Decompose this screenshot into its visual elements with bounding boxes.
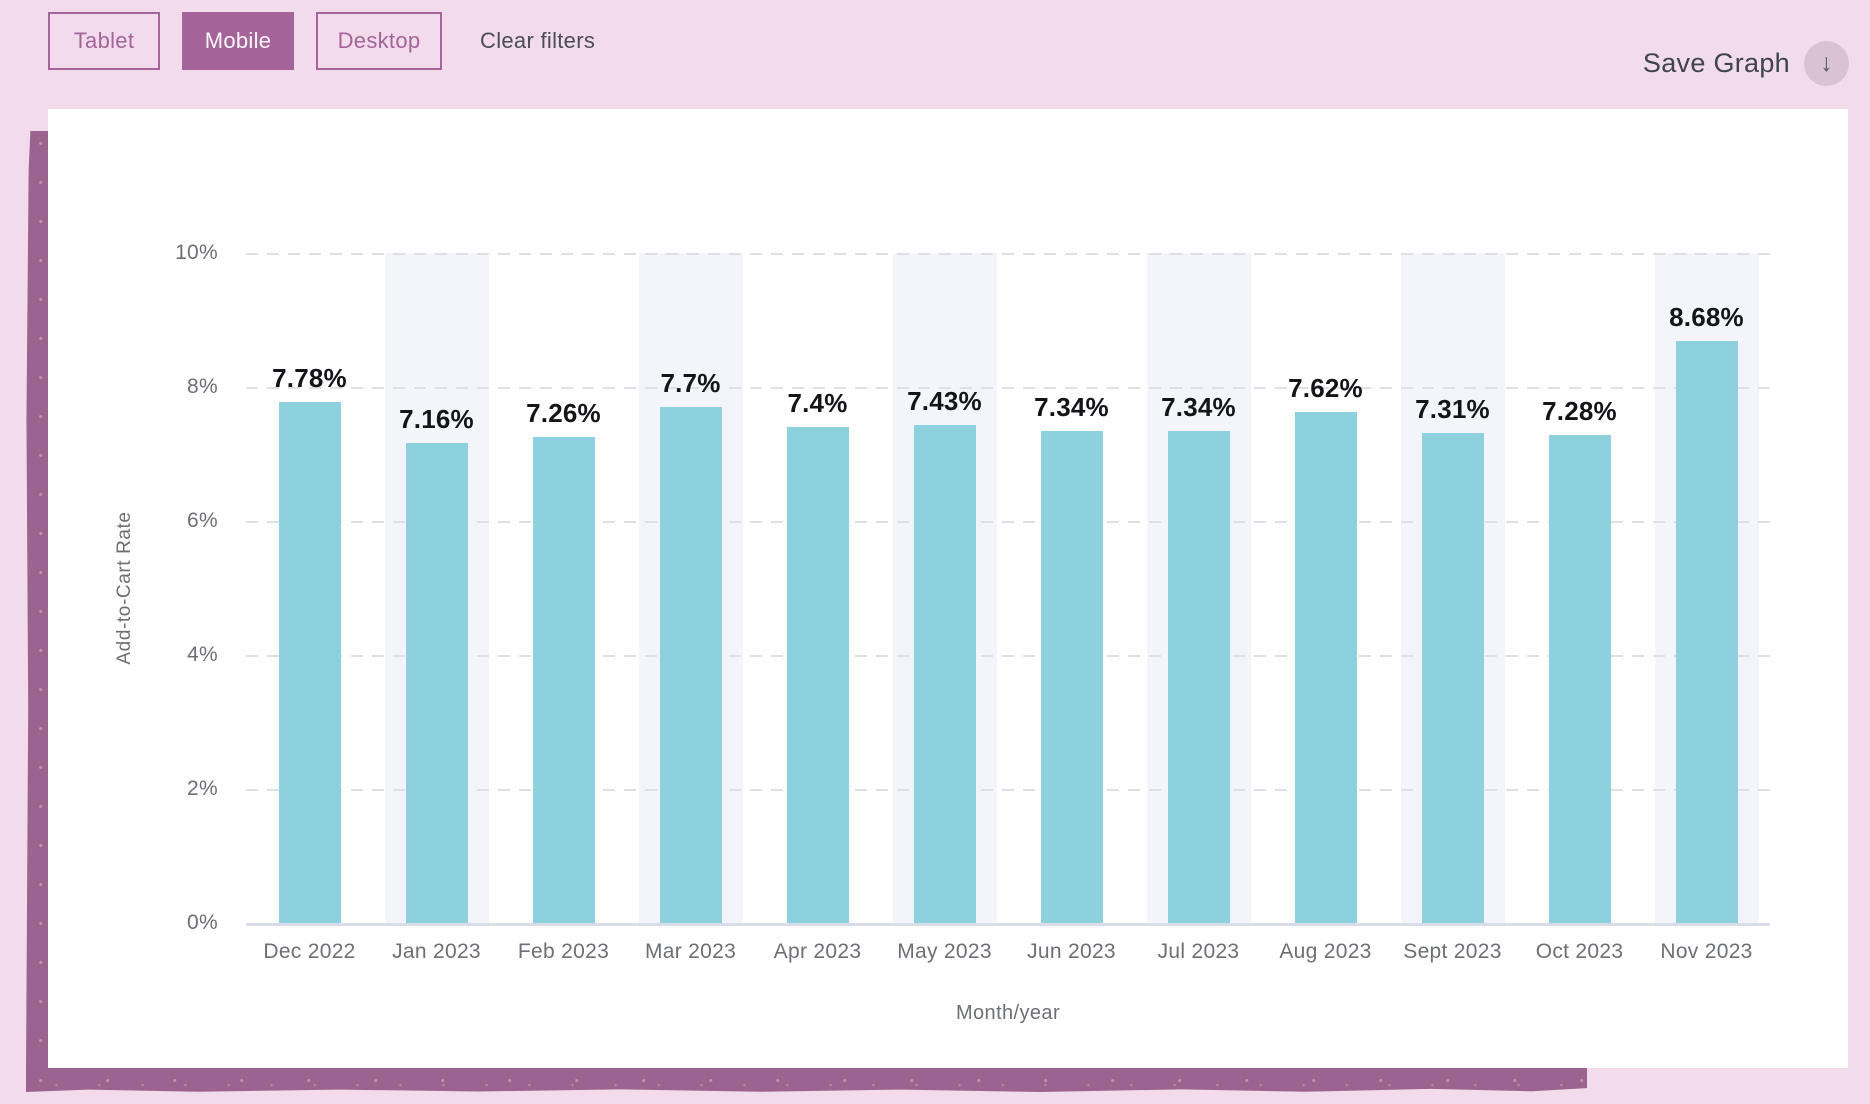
x-tick-label: May 2023	[897, 940, 992, 963]
bar-value-label: 7.78%	[272, 362, 347, 393]
column-stripes	[246, 253, 1770, 923]
chart-column: 7.31% Sept 2023	[1389, 253, 1516, 963]
plot-area: 0% 2% 4% 6% 8% 10% 7.78% Dec 2022 7.16% Jan 2023…	[175, 241, 1770, 963]
columns: 7.78% Dec 2022 7.16% Jan 2023 7.26% Feb 2023 7…	[246, 253, 1770, 963]
bar-value-label: 7.4%	[787, 388, 848, 419]
x-tick-label: Dec 2022	[263, 940, 356, 963]
gridline	[246, 253, 1770, 255]
chart-column: 7.28% Oct 2023	[1516, 253, 1643, 963]
chart-column: 7.34% Jun 2023	[1008, 253, 1135, 963]
bar-nov-2023	[1675, 341, 1738, 923]
y-tick-label: 8%	[187, 375, 218, 398]
chart-card: 0% 2% 4% 6% 8% 10% 7.78% Dec 2022 7.16% Jan 2023…	[48, 109, 1848, 1068]
filter-button-mobile[interactable]: Mobile	[182, 12, 294, 70]
x-tick-label: Aug 2023	[1279, 940, 1372, 963]
x-tick-label: Jul 2023	[1157, 940, 1240, 963]
filter-button-tablet[interactable]: Tablet	[48, 12, 160, 70]
x-tick-label: Jan 2023	[392, 940, 481, 963]
bar-value-label: 8.68%	[1669, 302, 1744, 333]
bar-value-label: 7.16%	[399, 404, 474, 435]
bar-mar-2023	[659, 407, 722, 923]
gridlines: 0% 2% 4% 6% 8% 10%	[175, 241, 1770, 934]
chart-column: 7.7% Mar 2023	[627, 253, 754, 963]
bar-dec-2022	[278, 401, 341, 923]
gridline	[246, 655, 1770, 657]
gridline	[246, 521, 1770, 523]
bar-apr-2023	[786, 427, 849, 923]
save-graph-label: Save Graph	[1642, 47, 1790, 78]
save-graph-button[interactable]: Save Graph ↓	[1643, 40, 1849, 86]
x-tick-label: Jun 2023	[1027, 940, 1116, 963]
download-icon[interactable]: ↓	[1804, 40, 1849, 86]
filter-button-desktop[interactable]: Desktop	[316, 12, 442, 70]
chart-column: 7.16% Jan 2023	[373, 253, 500, 963]
chart-column: 7.34% Jul 2023	[1135, 253, 1262, 963]
bar-aug-2023	[1294, 412, 1357, 923]
chart-column: 7.62% Aug 2023	[1262, 253, 1389, 963]
bar-jun-2023	[1040, 431, 1103, 923]
bar-value-label: 7.26%	[526, 397, 601, 428]
y-tick-label: 6%	[187, 509, 218, 532]
bar-jul-2023	[1167, 431, 1230, 923]
bar-value-label: 7.62%	[1288, 373, 1363, 404]
bar-oct-2023	[1548, 435, 1611, 923]
bar-value-label: 7.7%	[660, 368, 721, 399]
x-axis-baseline	[246, 923, 1770, 926]
bar-value-label: 7.43%	[907, 386, 982, 417]
chart-column: 7.4% Apr 2023	[754, 253, 881, 963]
x-tick-label: Oct 2023	[1535, 940, 1624, 963]
chart-column: 7.26% Feb 2023	[500, 253, 627, 963]
gridline	[246, 789, 1770, 791]
y-tick-label: 2%	[187, 777, 218, 800]
brush-stroke-left	[26, 131, 48, 1091]
bar-may-2023	[913, 425, 976, 923]
x-tick-label: Apr 2023	[773, 940, 862, 963]
gridline	[246, 387, 1770, 389]
x-tick-label: Mar 2023	[644, 940, 737, 963]
x-tick-label: Nov 2023	[1660, 940, 1753, 963]
clear-filters-link[interactable]: Clear filters	[480, 28, 596, 53]
bar-value-label: 7.34%	[1161, 392, 1236, 423]
y-axis-title: Add-to-Cart Rate	[114, 511, 135, 665]
x-axis-title: Month/year	[955, 1002, 1061, 1024]
chart-column: 8.68% Nov 2023	[1643, 253, 1770, 963]
x-tick-label: Feb 2023	[517, 940, 610, 963]
y-tick-label: 10%	[175, 241, 218, 264]
y-tick-label: 4%	[187, 643, 218, 666]
bar-value-label: 7.28%	[1542, 396, 1617, 427]
bar-jan-2023	[405, 443, 468, 923]
bar-feb-2023	[532, 436, 595, 923]
chart-column: 7.78% Dec 2022	[246, 253, 373, 963]
bar-value-label: 7.31%	[1415, 394, 1490, 425]
chart-column: 7.43% May 2023	[881, 253, 1008, 963]
bar-value-label: 7.34%	[1034, 392, 1109, 423]
brush-stroke-bottom	[26, 1068, 1587, 1092]
bar-sept-2023	[1421, 433, 1484, 923]
y-tick-label: 0%	[187, 911, 218, 934]
x-tick-label: Sept 2023	[1403, 940, 1502, 963]
